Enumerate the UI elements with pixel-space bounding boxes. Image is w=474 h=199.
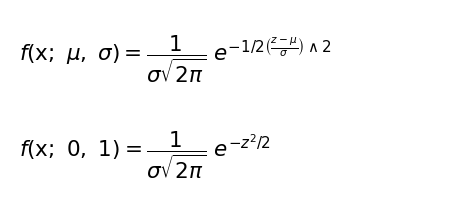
Text: $f(\mathrm{x};\ \mu,\ \sigma) = \dfrac{1}{\sigma\sqrt{2\pi}}\ e^{-1/2\left(\frac: $f(\mathrm{x};\ \mu,\ \sigma) = \dfrac{1… [19,34,332,85]
Text: $f(\mathrm{x};\ 0,\ \mathit{1}) = \dfrac{1}{\sigma\sqrt{2\pi}}\ e^{-z^2/2}$: $f(\mathrm{x};\ 0,\ \mathit{1}) = \dfrac… [19,130,271,181]
